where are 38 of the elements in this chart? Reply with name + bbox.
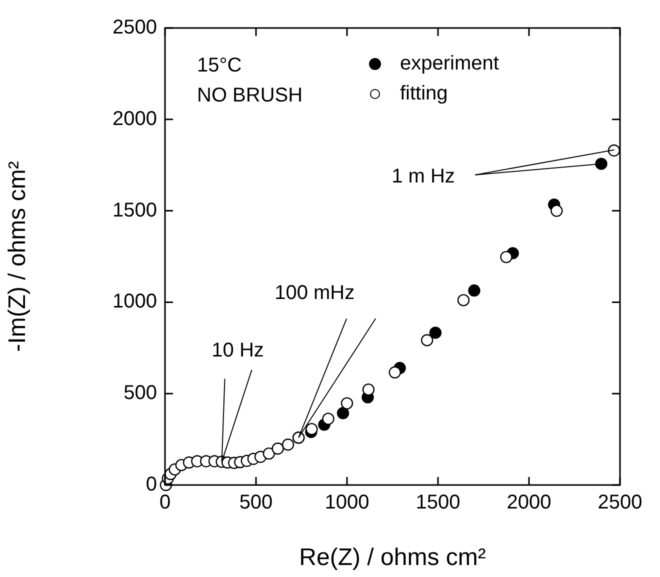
- y-tick-label: 2500: [112, 16, 157, 39]
- legend-label: fitting: [400, 82, 448, 105]
- point: [608, 144, 620, 157]
- x-axis-title: Re(Z) / ohms cm²: [299, 544, 486, 572]
- point: [262, 447, 276, 460]
- y-tick-label: 0: [146, 474, 157, 496]
- point: [388, 366, 401, 378]
- point: [282, 438, 294, 451]
- y-axis-title: -Im(Z) / ohms cm²: [4, 161, 32, 352]
- y-tick-label: 500: [124, 382, 157, 404]
- legend-label: experiment: [400, 52, 500, 75]
- y-tick-label: 1000: [112, 290, 157, 313]
- x-tick-label: 1000: [324, 492, 370, 514]
- point: [468, 284, 480, 297]
- point: [272, 442, 284, 455]
- y-tick-label: 1500: [112, 199, 157, 222]
- point: [429, 326, 442, 339]
- point: [306, 422, 318, 436]
- annotation: 1 m Hz: [392, 165, 455, 188]
- point: [550, 204, 563, 217]
- point: [500, 250, 512, 264]
- point: [420, 334, 434, 346]
- y-tick-label: 2000: [112, 108, 157, 130]
- annotation: 100 mHz: [274, 282, 355, 304]
- x-tick-label: 500: [239, 492, 273, 514]
- annotation: 15°C: [197, 54, 242, 77]
- x-tick-label: 2000: [506, 492, 552, 514]
- point: [336, 407, 350, 420]
- x-tick-label: 1500: [416, 492, 460, 514]
- point: [340, 397, 354, 410]
- x-tick-label: 2500: [598, 492, 642, 514]
- point: [595, 158, 608, 170]
- point: [457, 294, 470, 306]
- point: [322, 412, 334, 425]
- annotation: 10 Hz: [212, 339, 264, 362]
- annotation: NO BRUSH: [197, 84, 303, 107]
- x-tick-label: 0: [159, 492, 171, 514]
- point: [362, 383, 375, 396]
